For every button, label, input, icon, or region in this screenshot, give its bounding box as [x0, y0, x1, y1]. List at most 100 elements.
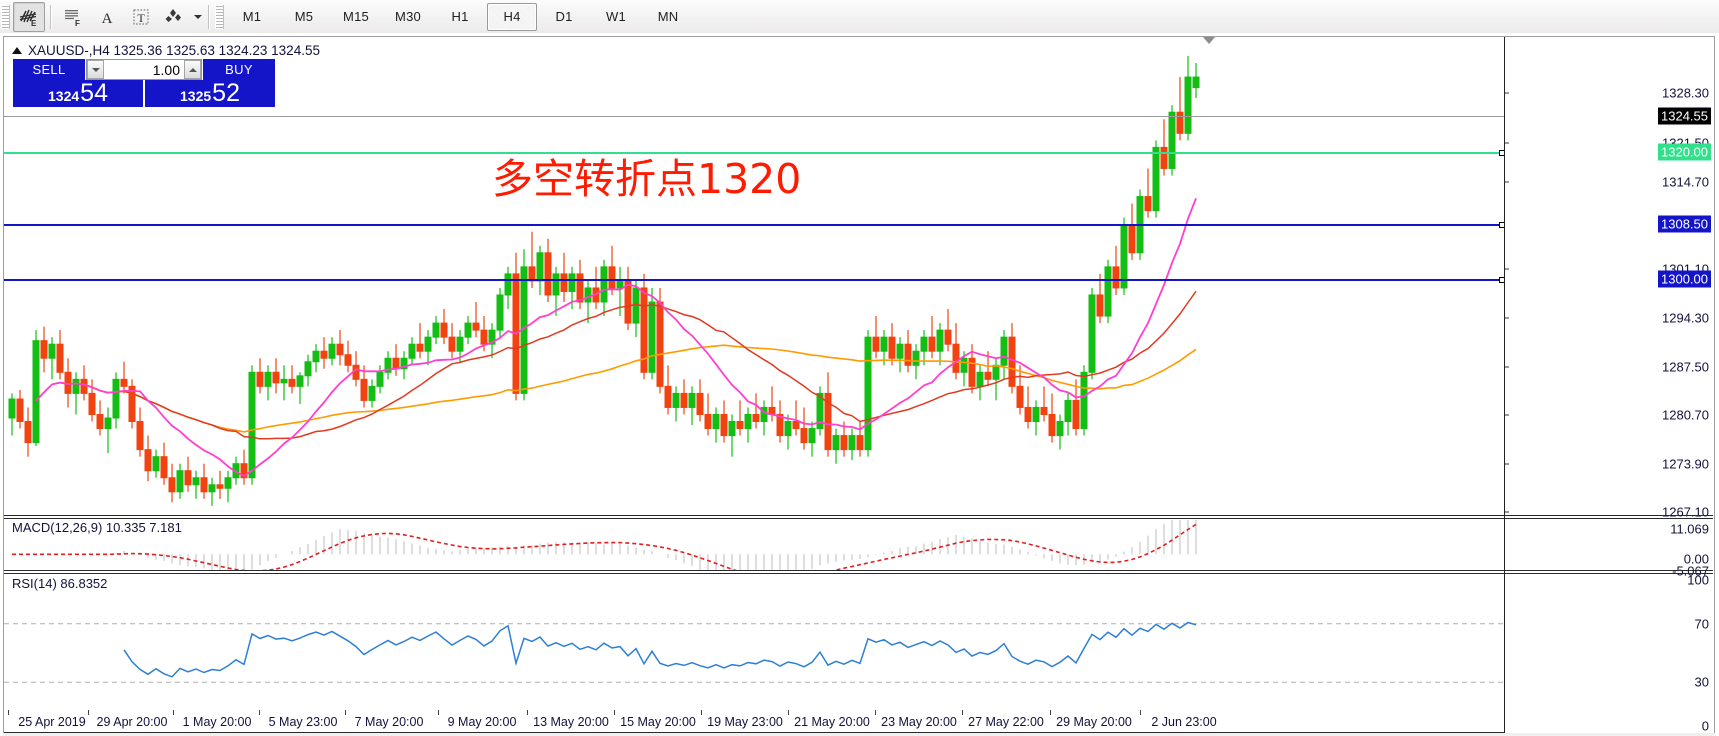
timeframe-m1[interactable]: M1 — [242, 9, 262, 24]
current-price-line[interactable] — [4, 116, 1504, 117]
chart-frame[interactable]: XAUUSD-,H4 1325.36 1325.63 1324.23 1324.… — [3, 36, 1715, 734]
price-scale-divider — [1504, 37, 1505, 733]
volume-input[interactable]: 1.00 — [104, 60, 184, 79]
toolbar-separator-2 — [208, 4, 210, 29]
price-tick — [1504, 317, 1509, 319]
time-tick — [788, 710, 789, 715]
price-label-1314-70: 1314.70 — [1662, 174, 1709, 190]
timeframe-toolbar-grip[interactable] — [215, 4, 224, 29]
price-chart-svg — [8, 55, 1200, 506]
price-tick — [1504, 92, 1509, 94]
price-label-1320-00: 1320.00 — [1658, 143, 1711, 161]
symbol-ohlc-text: XAUUSD-,H4 1325.36 1325.63 1324.23 1324.… — [28, 42, 320, 58]
rsi-scale-label: 0 — [1701, 718, 1709, 734]
time-axis[interactable]: 25 Apr 2019 29 Apr 20:00 1 May 20:00 5 May … — [4, 710, 1504, 732]
price-label-1273-90: 1273.90 — [1662, 456, 1709, 472]
time-label: 7 May 20:00 — [354, 715, 424, 729]
horizontal-line-1308-50[interactable] — [4, 222, 1505, 228]
time-tick — [8, 710, 9, 715]
time-tick — [614, 710, 615, 715]
time-label: 29 May 20:00 — [1056, 715, 1132, 729]
time-tick — [875, 710, 876, 715]
price-label-1328-30: 1328.30 — [1662, 85, 1709, 101]
timeframe-d1[interactable]: D1 — [555, 9, 573, 24]
horizontal-line-1300-00[interactable] — [4, 277, 1505, 283]
price-label-1324-55: 1324.55 — [1658, 107, 1711, 125]
rsi-label: RSI(14) 86.8352 — [12, 576, 108, 591]
volume-stepper[interactable]: 1.00 — [86, 59, 202, 80]
price-label-1294-30: 1294.30 — [1662, 310, 1709, 326]
chart-annotation-text[interactable]: 多空转折点1320 — [492, 155, 802, 203]
toolbar-grip[interactable] — [1, 4, 10, 29]
time-label: 27 May 22:00 — [968, 715, 1044, 729]
indicators-icon[interactable]: F — [57, 2, 89, 32]
svg-text:E: E — [31, 19, 37, 28]
timeframe-w1[interactable]: W1 — [606, 9, 626, 24]
text-label-icon[interactable]: A — [91, 2, 123, 32]
time-tick — [173, 710, 174, 715]
macd-separator-top — [4, 515, 1713, 516]
chart-bottom-border — [4, 732, 1505, 733]
sell-button[interactable]: SELL — [13, 59, 85, 80]
price-tick — [1504, 181, 1509, 183]
timeframe-m15[interactable]: M15 — [343, 9, 369, 24]
objects-icon[interactable] — [159, 2, 191, 32]
time-tick — [962, 710, 963, 715]
time-label: 21 May 20:00 — [794, 715, 870, 729]
time-tick — [701, 710, 702, 715]
sell-price-display[interactable]: 1324 54 — [13, 80, 143, 107]
time-tick — [345, 710, 346, 715]
rsi-scale: 100 70 30 0 — [1504, 573, 1713, 734]
volume-increment-button[interactable] — [184, 60, 201, 79]
timeframe-h1[interactable]: H1 — [451, 9, 469, 24]
text-object-icon[interactable]: T — [125, 2, 157, 32]
chart-window[interactable]: XAUUSD-,H4 1325.36 1325.63 1324.23 1324.… — [0, 33, 1719, 736]
rsi-chart-svg — [4, 621, 1504, 683]
timeframe-h4[interactable]: H4 — [487, 2, 537, 31]
macd-pane[interactable] — [4, 520, 1504, 570]
time-label: 1 May 20:00 — [182, 715, 252, 729]
objects-dropdown-caret-icon[interactable] — [192, 3, 204, 31]
price-tick — [1504, 463, 1509, 465]
buy-button[interactable]: BUY — [203, 59, 275, 80]
rsi-pane[interactable] — [4, 574, 1504, 732]
chart-drag-marker[interactable] — [1203, 37, 1215, 44]
timeframe-mn[interactable]: MN — [657, 9, 679, 24]
sell-price-integer: 1324 — [48, 88, 80, 104]
time-label: 15 May 20:00 — [620, 715, 696, 729]
buy-price-fraction: 52 — [212, 79, 240, 107]
one-click-trading-panel[interactable]: SELL 1.00 BUY 1324 54 1325 52 — [13, 59, 275, 107]
rsi-scale-label: 30 — [1694, 674, 1709, 690]
expert-advisors-icon[interactable]: E — [13, 1, 45, 32]
timeframe-m5[interactable]: M5 — [294, 9, 314, 24]
rsi-separator-top2 — [4, 573, 1713, 574]
macd-scale: 11.069 0.00 -5.067 — [1504, 515, 1713, 579]
price-scale[interactable]: 1328.301324.551321.501320.001314.701308.… — [1504, 37, 1713, 520]
time-tick — [88, 710, 89, 715]
time-tick — [1050, 710, 1051, 715]
svg-text:T: T — [137, 11, 145, 25]
time-label: 13 May 20:00 — [533, 715, 609, 729]
sell-price-fraction: 54 — [80, 79, 108, 107]
rsi-scale-label: 70 — [1694, 616, 1709, 632]
price-pane[interactable] — [4, 37, 1504, 515]
buy-price-integer: 1325 — [180, 88, 212, 104]
svg-text:F: F — [75, 19, 80, 28]
buy-price-display[interactable]: 1325 52 — [145, 80, 275, 107]
macd-chart-svg — [12, 520, 1197, 570]
collapse-triangle-icon[interactable] — [12, 46, 22, 54]
main-toolbar: E F A T — [0, 0, 1719, 34]
time-tick — [1140, 710, 1141, 715]
price-tick — [1504, 142, 1509, 144]
price-tick — [1504, 414, 1509, 416]
price-tick — [1504, 366, 1509, 368]
macd-scale-label: 0.00 — [1683, 551, 1709, 567]
horizontal-line-1320-00[interactable] — [4, 150, 1505, 156]
time-tick — [259, 710, 260, 715]
time-label: 9 May 20:00 — [447, 715, 517, 729]
price-tick — [1504, 268, 1509, 270]
time-label: 2 Jun 23:00 — [1151, 715, 1217, 729]
volume-decrement-button[interactable] — [87, 60, 104, 79]
timeframe-m30[interactable]: M30 — [395, 9, 421, 24]
